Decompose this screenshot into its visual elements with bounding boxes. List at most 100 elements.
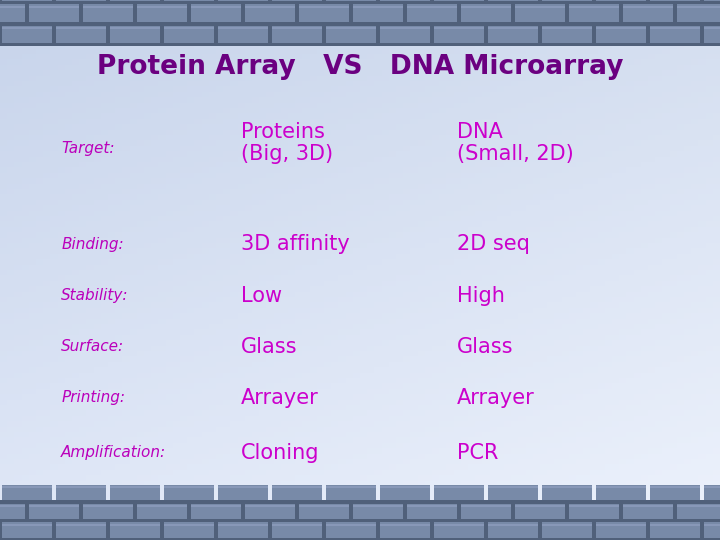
FancyBboxPatch shape [408, 503, 456, 519]
Bar [516, 6, 564, 8]
Bar [596, 486, 646, 488]
Text: Surface:: Surface: [61, 339, 125, 354]
Bar [272, 28, 322, 29]
FancyBboxPatch shape [542, 26, 592, 44]
FancyBboxPatch shape [2, 522, 52, 538]
FancyBboxPatch shape [218, 26, 268, 44]
FancyBboxPatch shape [0, 503, 24, 519]
FancyBboxPatch shape [2, 484, 52, 500]
FancyBboxPatch shape [110, 484, 160, 500]
Bar [164, 28, 214, 29]
FancyBboxPatch shape [650, 26, 700, 44]
Bar [488, 524, 538, 525]
FancyBboxPatch shape [326, 522, 376, 538]
FancyBboxPatch shape [408, 4, 456, 22]
FancyBboxPatch shape [704, 484, 720, 500]
Bar [677, 6, 720, 8]
Bar [488, 486, 538, 488]
FancyBboxPatch shape [56, 522, 106, 538]
FancyBboxPatch shape [56, 0, 106, 1]
Bar [326, 486, 376, 488]
FancyBboxPatch shape [272, 484, 322, 500]
Text: Glass: Glass [457, 336, 513, 357]
Bar [650, 524, 700, 525]
FancyBboxPatch shape [2, 26, 52, 44]
FancyBboxPatch shape [300, 503, 349, 519]
Text: Low: Low [241, 286, 282, 306]
FancyBboxPatch shape [164, 0, 214, 1]
Bar [272, 486, 322, 488]
FancyBboxPatch shape [488, 484, 538, 500]
Bar [110, 486, 160, 488]
Text: Stability:: Stability: [61, 288, 129, 303]
FancyBboxPatch shape [516, 4, 564, 22]
FancyBboxPatch shape [704, 26, 720, 44]
Bar [2, 28, 52, 29]
Bar [408, 505, 456, 507]
Text: PCR: PCR [457, 442, 498, 463]
FancyBboxPatch shape [434, 26, 484, 44]
FancyBboxPatch shape [2, 0, 52, 1]
FancyBboxPatch shape [272, 522, 322, 538]
FancyBboxPatch shape [326, 484, 376, 500]
Bar [380, 486, 430, 488]
Bar [380, 28, 430, 29]
Bar [650, 28, 700, 29]
Bar [704, 524, 720, 525]
Bar [0, 505, 24, 507]
FancyBboxPatch shape [704, 522, 720, 538]
Bar [29, 6, 78, 8]
FancyBboxPatch shape [84, 4, 133, 22]
FancyBboxPatch shape [137, 503, 187, 519]
FancyBboxPatch shape [218, 484, 268, 500]
Bar [110, 524, 160, 525]
FancyBboxPatch shape [596, 484, 646, 500]
FancyBboxPatch shape [110, 522, 160, 538]
FancyBboxPatch shape [354, 4, 403, 22]
Bar [2, 486, 52, 488]
Bar [542, 486, 592, 488]
FancyBboxPatch shape [488, 26, 538, 44]
Bar [2, 524, 52, 525]
FancyBboxPatch shape [164, 484, 214, 500]
FancyBboxPatch shape [380, 26, 430, 44]
Bar [380, 524, 430, 525]
Bar [623, 6, 672, 8]
Text: High: High [457, 286, 505, 306]
FancyBboxPatch shape [0, 4, 24, 22]
FancyBboxPatch shape [488, 522, 538, 538]
Bar [110, 28, 160, 29]
Text: Protein Array   VS   DNA Microarray: Protein Array VS DNA Microarray [96, 55, 624, 80]
FancyBboxPatch shape [272, 0, 322, 1]
Bar [164, 524, 214, 525]
Text: Arrayer: Arrayer [241, 388, 319, 408]
Bar [0, 6, 24, 8]
Bar [434, 524, 484, 525]
Bar [137, 505, 187, 507]
Bar [218, 524, 268, 525]
Bar [272, 524, 322, 525]
Bar [245, 505, 295, 507]
FancyBboxPatch shape [380, 484, 430, 500]
FancyBboxPatch shape [623, 4, 672, 22]
Bar [0, 500, 720, 540]
FancyBboxPatch shape [56, 484, 106, 500]
Bar [300, 505, 349, 507]
Bar [192, 505, 240, 507]
FancyBboxPatch shape [110, 26, 160, 44]
Bar [326, 28, 376, 29]
Bar [650, 486, 700, 488]
FancyBboxPatch shape [677, 503, 720, 519]
FancyBboxPatch shape [650, 522, 700, 538]
Text: Arrayer: Arrayer [457, 388, 535, 408]
FancyBboxPatch shape [245, 503, 295, 519]
Bar [354, 6, 403, 8]
Bar [704, 28, 720, 29]
FancyBboxPatch shape [704, 0, 720, 1]
FancyBboxPatch shape [461, 503, 510, 519]
FancyBboxPatch shape [569, 4, 618, 22]
Text: Proteins
(Big, 3D): Proteins (Big, 3D) [241, 122, 333, 164]
FancyBboxPatch shape [29, 4, 78, 22]
FancyBboxPatch shape [650, 0, 700, 1]
FancyBboxPatch shape [110, 0, 160, 1]
